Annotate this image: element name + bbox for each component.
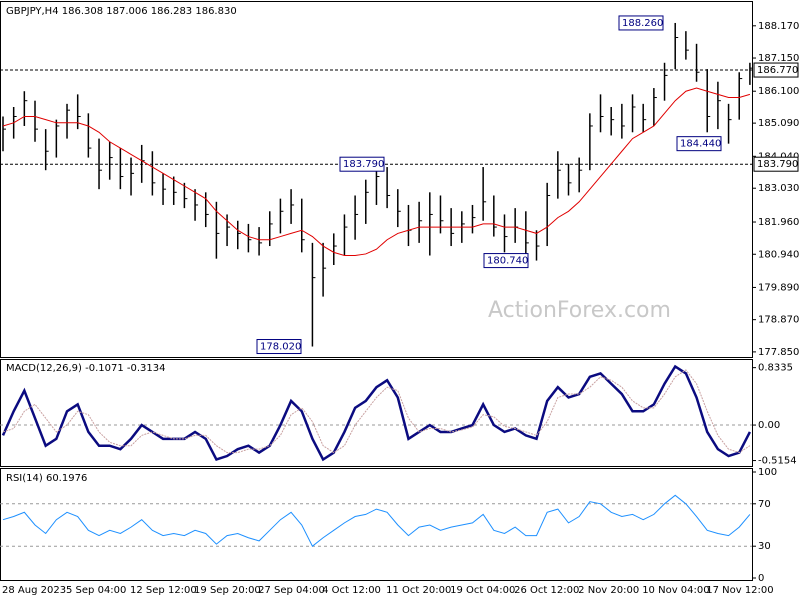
x-tick-label: 2 Nov 20:00	[578, 585, 639, 596]
x-tick-label: 5 Sep 04:00	[66, 585, 126, 596]
rsi-title: RSI(14) 60.1976	[6, 473, 87, 484]
y-tick-label: 187.150	[758, 53, 799, 64]
rsi-frame	[0, 468, 753, 581]
x-tick-label: 11 Oct 20:00	[386, 585, 451, 596]
y-tick-label: 70	[758, 499, 771, 510]
y-tick-label: 100	[758, 467, 777, 478]
y-tick-label: -0.5154	[758, 456, 797, 467]
x-tick-label: 12 Sep 12:00	[130, 585, 197, 596]
y-tick-label: 179.890	[758, 282, 799, 293]
level-box	[753, 62, 799, 78]
price-frame	[0, 1, 753, 358]
y-tick-label: 177.850	[758, 347, 799, 358]
annotation: 180.740	[487, 256, 528, 267]
x-tick-label: 19 Oct 04:00	[450, 585, 515, 596]
annotation-box	[676, 136, 722, 152]
y-tick-label: 185.090	[758, 118, 799, 129]
level-box	[753, 156, 799, 172]
y-tick-label: 188.170	[758, 21, 799, 32]
annotation-box	[339, 156, 385, 172]
chart-title: GBPJPY,H4 186.308 187.006 186.283 186.83…	[6, 6, 237, 17]
x-tick-label: 26 Oct 12:00	[514, 585, 579, 596]
y-tick-label: 186.100	[758, 86, 799, 97]
x-tick-label: 10 Nov 04:00	[642, 585, 709, 596]
x-tick-label: 17 Nov 12:00	[706, 585, 773, 596]
macd-frame	[0, 359, 753, 467]
annotation: 178.020	[260, 342, 301, 353]
y-tick-label: 181.960	[758, 217, 799, 228]
annotation: 184.440	[680, 139, 721, 150]
annotation: 183.790	[343, 159, 384, 170]
y-tick-label: 180.940	[758, 249, 799, 260]
x-tick-label: 19 Sep 20:00	[194, 585, 261, 596]
series-line	[1, 364, 752, 462]
series-line	[2, 494, 751, 547]
x-tick-label: 4 Oct 12:00	[322, 585, 381, 596]
level-label: 183.790	[757, 159, 798, 170]
annotation-box	[618, 15, 664, 31]
y-tick-label: 30	[758, 541, 771, 552]
x-tick-label: 28 Aug 2023	[2, 585, 66, 596]
macd-title: MACD(12,26,9) -0.1071 -0.3134	[6, 363, 166, 374]
y-tick-label: 0	[758, 573, 764, 584]
y-tick-label: 0.00	[758, 420, 780, 431]
annotation-box	[483, 253, 529, 269]
series-line	[2, 369, 751, 454]
watermark: ActionForex.com	[488, 298, 671, 323]
y-tick-label: 0.8335	[758, 363, 793, 374]
annotation: 188.260	[622, 18, 663, 29]
x-tick-label: 27 Sep 04:00	[258, 585, 325, 596]
level-label: 186.770	[757, 65, 798, 76]
annotation-box	[256, 339, 302, 355]
y-tick-label: 178.870	[758, 315, 799, 326]
series-line	[2, 87, 751, 257]
y-tick-label: 183.030	[758, 183, 799, 194]
